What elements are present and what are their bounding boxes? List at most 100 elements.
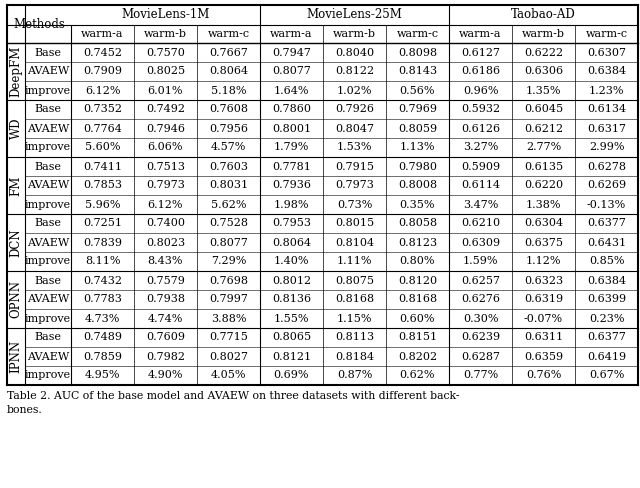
Text: 1.23%: 1.23%	[589, 85, 624, 96]
Text: Taobao-AD: Taobao-AD	[511, 8, 576, 21]
Text: 5.62%: 5.62%	[211, 200, 246, 209]
Text: 0.77%: 0.77%	[463, 370, 498, 381]
Text: 7.29%: 7.29%	[211, 257, 246, 266]
Text: 0.6317: 0.6317	[587, 123, 626, 134]
Text: 0.7860: 0.7860	[272, 104, 311, 115]
Text: 0.67%: 0.67%	[589, 370, 624, 381]
Text: 0.8075: 0.8075	[335, 276, 374, 285]
Text: 0.6309: 0.6309	[461, 238, 500, 247]
Text: improve: improve	[25, 313, 71, 324]
Text: 0.6276: 0.6276	[461, 294, 500, 305]
Text: 0.8120: 0.8120	[398, 276, 437, 285]
Text: 0.8184: 0.8184	[335, 351, 374, 362]
Text: 0.6384: 0.6384	[587, 66, 626, 77]
Text: 0.7570: 0.7570	[146, 47, 185, 58]
Text: warm-a: warm-a	[460, 29, 502, 39]
Text: 0.8025: 0.8025	[146, 66, 185, 77]
Text: 0.8059: 0.8059	[398, 123, 437, 134]
Text: 0.6134: 0.6134	[587, 104, 626, 115]
Text: 0.35%: 0.35%	[400, 200, 435, 209]
Text: 0.7982: 0.7982	[146, 351, 185, 362]
Text: 0.7947: 0.7947	[272, 47, 311, 58]
Text: 0.7938: 0.7938	[146, 294, 185, 305]
Text: 0.7411: 0.7411	[83, 162, 122, 171]
Text: 1.38%: 1.38%	[525, 200, 561, 209]
Text: 0.6186: 0.6186	[461, 66, 500, 77]
Text: 0.62%: 0.62%	[400, 370, 435, 381]
Text: 0.60%: 0.60%	[400, 313, 435, 324]
Text: -0.07%: -0.07%	[524, 313, 563, 324]
Text: 0.69%: 0.69%	[274, 370, 309, 381]
Text: 1.53%: 1.53%	[337, 142, 372, 152]
Text: 0.6127: 0.6127	[461, 47, 500, 58]
Text: 1.11%: 1.11%	[337, 257, 372, 266]
Text: 0.6114: 0.6114	[461, 181, 500, 190]
Text: 0.8027: 0.8027	[209, 351, 248, 362]
Text: 0.8012: 0.8012	[272, 276, 311, 285]
Text: 0.8008: 0.8008	[398, 181, 437, 190]
Text: 1.15%: 1.15%	[337, 313, 372, 324]
Text: 0.6399: 0.6399	[587, 294, 626, 305]
Text: 0.6126: 0.6126	[461, 123, 500, 134]
Text: AVAEW: AVAEW	[27, 238, 69, 247]
Text: 0.8113: 0.8113	[335, 332, 374, 343]
Text: 0.6212: 0.6212	[524, 123, 563, 134]
Text: 4.73%: 4.73%	[85, 313, 120, 324]
Text: 0.8015: 0.8015	[335, 219, 374, 228]
Text: improve: improve	[25, 85, 71, 96]
Text: 4.74%: 4.74%	[148, 313, 183, 324]
Text: 8.11%: 8.11%	[84, 257, 120, 266]
Text: 0.8098: 0.8098	[398, 47, 437, 58]
Text: 1.64%: 1.64%	[274, 85, 309, 96]
Text: 0.7953: 0.7953	[272, 219, 311, 228]
Text: DCN: DCN	[10, 228, 22, 257]
Text: 0.6135: 0.6135	[524, 162, 563, 171]
Text: 0.7969: 0.7969	[398, 104, 437, 115]
Text: improve: improve	[25, 142, 71, 152]
Text: 4.57%: 4.57%	[211, 142, 246, 152]
Text: WD: WD	[10, 118, 22, 139]
Text: 0.23%: 0.23%	[589, 313, 624, 324]
Text: 0.7251: 0.7251	[83, 219, 122, 228]
Text: 0.7936: 0.7936	[272, 181, 311, 190]
Text: 1.98%: 1.98%	[274, 200, 309, 209]
Text: 0.7839: 0.7839	[83, 238, 122, 247]
Text: 1.12%: 1.12%	[525, 257, 561, 266]
Text: 0.7956: 0.7956	[209, 123, 248, 134]
Text: improve: improve	[25, 200, 71, 209]
Text: 0.7667: 0.7667	[209, 47, 248, 58]
Text: IPNN: IPNN	[10, 340, 22, 373]
Text: 0.8136: 0.8136	[272, 294, 311, 305]
Text: 0.6375: 0.6375	[524, 238, 563, 247]
Text: 6.12%: 6.12%	[84, 85, 120, 96]
Text: 0.87%: 0.87%	[337, 370, 372, 381]
Text: improve: improve	[25, 257, 71, 266]
Text: 3.47%: 3.47%	[463, 200, 498, 209]
Text: 0.6377: 0.6377	[587, 219, 626, 228]
Text: 0.7915: 0.7915	[335, 162, 374, 171]
Text: improve: improve	[25, 370, 71, 381]
Text: 0.8143: 0.8143	[398, 66, 437, 77]
Text: warm-a: warm-a	[81, 29, 124, 39]
Text: 0.6306: 0.6306	[524, 66, 563, 77]
Text: 0.7973: 0.7973	[146, 181, 185, 190]
Text: 1.02%: 1.02%	[337, 85, 372, 96]
Text: AVAEW: AVAEW	[27, 123, 69, 134]
Text: 0.7400: 0.7400	[146, 219, 185, 228]
Text: 5.60%: 5.60%	[84, 142, 120, 152]
Text: 0.8123: 0.8123	[398, 238, 437, 247]
Text: Base: Base	[35, 332, 61, 343]
Text: 2.77%: 2.77%	[526, 142, 561, 152]
Text: 0.6269: 0.6269	[587, 181, 626, 190]
Text: 5.18%: 5.18%	[211, 85, 246, 96]
Text: 0.8065: 0.8065	[272, 332, 311, 343]
Text: warm-a: warm-a	[270, 29, 313, 39]
Text: 3.27%: 3.27%	[463, 142, 498, 152]
Text: 0.8023: 0.8023	[146, 238, 185, 247]
Text: 0.6359: 0.6359	[524, 351, 563, 362]
Text: AVAEW: AVAEW	[27, 181, 69, 190]
Text: 0.7973: 0.7973	[335, 181, 374, 190]
Text: 2.99%: 2.99%	[589, 142, 624, 152]
Text: 1.13%: 1.13%	[400, 142, 435, 152]
Text: 0.7513: 0.7513	[146, 162, 185, 171]
